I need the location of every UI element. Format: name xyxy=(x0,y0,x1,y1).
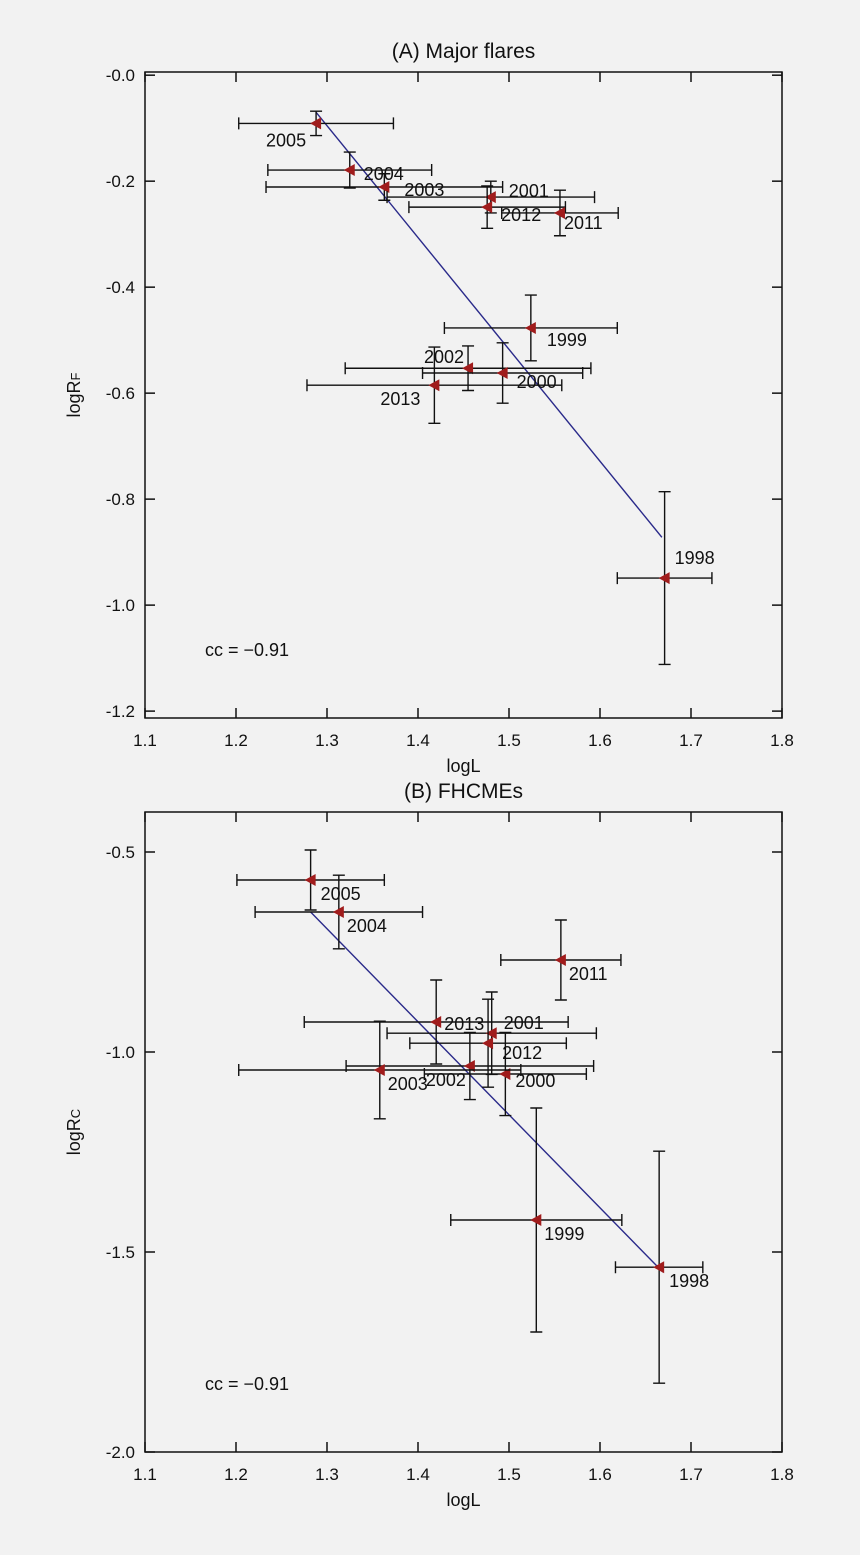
point xyxy=(530,1214,542,1226)
point xyxy=(524,321,536,334)
x-tick-label: 1.5 xyxy=(497,731,521,750)
point-label: 2004 xyxy=(364,164,404,184)
point xyxy=(658,572,670,585)
y-tick-label: -0.0 xyxy=(106,66,135,85)
y-tick-label: -1.0 xyxy=(106,1043,135,1062)
x-tick-label: 1.2 xyxy=(224,1465,248,1484)
point-label: 2012 xyxy=(502,1043,542,1063)
fit-line xyxy=(310,911,664,1273)
y-axis-label-sub: F xyxy=(68,372,83,380)
point xyxy=(373,1064,385,1076)
plot-frame xyxy=(144,811,783,1453)
y-axis-label: logRF xyxy=(64,372,84,417)
point-label: 1998 xyxy=(675,548,715,568)
x-tick-label: 1.3 xyxy=(315,1465,339,1484)
point xyxy=(553,206,565,219)
x-tick-label: 1.7 xyxy=(679,731,703,750)
y-tick-label: -0.6 xyxy=(106,384,135,403)
x-tick-label: 1.7 xyxy=(679,1465,703,1484)
x-axis-label: logL xyxy=(446,1490,480,1510)
y-tick-label: -0.5 xyxy=(106,843,135,862)
point xyxy=(378,180,390,193)
point-label: 2012 xyxy=(501,205,541,225)
point xyxy=(430,1016,442,1028)
y-axis-label: logRC xyxy=(64,1109,84,1155)
y-tick-label: -0.2 xyxy=(106,172,135,191)
y-tick-label: -0.8 xyxy=(106,490,135,509)
point-label: 2002 xyxy=(424,347,464,367)
point-label: 1998 xyxy=(669,1271,709,1291)
point xyxy=(481,201,493,214)
y-axis-label-sub: C xyxy=(68,1109,83,1118)
point xyxy=(499,1068,511,1080)
x-tick-label: 1.8 xyxy=(770,731,794,750)
point-label: 2002 xyxy=(426,1070,466,1090)
point-label: 2003 xyxy=(404,180,444,200)
x-tick-label: 1.3 xyxy=(315,731,339,750)
x-tick-label: 1.2 xyxy=(224,731,248,750)
plot-area xyxy=(236,849,704,1384)
chart-title: (A) Major flares xyxy=(392,40,536,63)
x-axis-label: logL xyxy=(446,756,480,776)
point xyxy=(462,362,474,375)
point-label: 1999 xyxy=(547,330,587,350)
point xyxy=(554,954,566,966)
plot-area xyxy=(238,110,713,666)
y-tick-label: -1.5 xyxy=(106,1243,135,1262)
point xyxy=(332,906,344,918)
point xyxy=(304,874,316,886)
point-label: 2005 xyxy=(266,130,306,150)
plot-frame xyxy=(144,71,783,719)
point-label: 2004 xyxy=(347,916,387,936)
point-label: 2011 xyxy=(564,213,603,233)
point xyxy=(428,379,440,392)
x-tick-label: 1.1 xyxy=(133,731,157,750)
point-label: 2001 xyxy=(509,181,549,201)
x-tick-label: 1.6 xyxy=(588,1465,612,1484)
x-tick-label: 1.4 xyxy=(406,1465,430,1484)
point-label: 2001 xyxy=(504,1013,544,1033)
chart-title: (B) FHCMEs xyxy=(404,780,523,803)
point-label: 2013 xyxy=(444,1014,484,1034)
x-tick-label: 1.4 xyxy=(406,731,430,750)
point xyxy=(310,117,322,130)
point-label: 2013 xyxy=(380,389,420,409)
point-label: 2000 xyxy=(515,1071,555,1091)
y-tick-label: -0.4 xyxy=(106,278,135,297)
point xyxy=(485,1027,497,1040)
point-label: 2011 xyxy=(569,964,608,984)
x-tick-label: 1.6 xyxy=(588,731,612,750)
point-label: 2005 xyxy=(321,884,361,904)
point-label: 2003 xyxy=(388,1074,428,1094)
point xyxy=(343,164,355,177)
y-tick-label: -1.0 xyxy=(106,596,135,615)
y-axis-label-main: logR xyxy=(64,1118,84,1155)
x-tick-label: 1.5 xyxy=(497,1465,521,1484)
y-tick-label: -1.2 xyxy=(106,702,135,721)
y-axis-label-main: logR xyxy=(64,380,84,417)
fit-line xyxy=(315,111,663,538)
y-tick-label: -2.0 xyxy=(106,1443,135,1462)
point xyxy=(496,367,508,380)
point xyxy=(482,1037,494,1050)
point-label: 1999 xyxy=(544,1224,584,1244)
x-tick-label: 1.8 xyxy=(770,1465,794,1484)
point xyxy=(463,1060,475,1072)
point xyxy=(653,1261,665,1274)
point xyxy=(484,191,496,204)
x-tick-label: 1.1 xyxy=(133,1465,157,1484)
annotation: cc = −0.91 xyxy=(205,1374,289,1394)
annotation: cc = −0.91 xyxy=(205,640,289,660)
point-label: 2000 xyxy=(517,372,557,392)
